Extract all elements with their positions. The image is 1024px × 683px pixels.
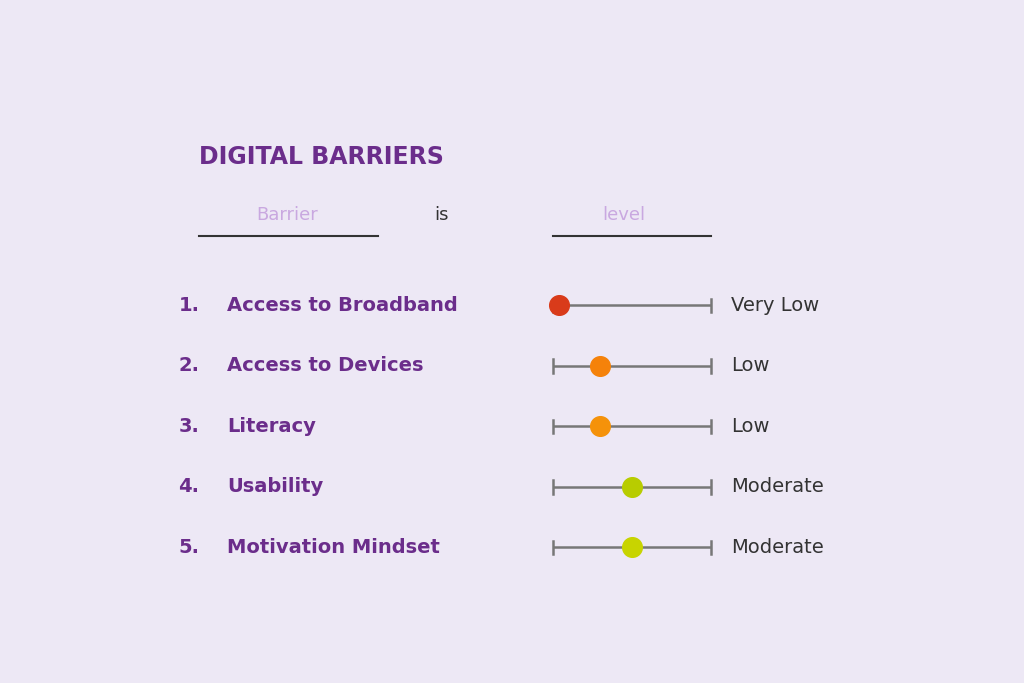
Text: 4.: 4.: [178, 477, 200, 497]
Point: [624, 482, 640, 492]
Text: 5.: 5.: [178, 538, 200, 557]
Text: Very Low: Very Low: [731, 296, 819, 315]
Text: Access to Broadband: Access to Broadband: [227, 296, 458, 315]
Text: Usability: Usability: [227, 477, 324, 497]
Text: Moderate: Moderate: [731, 477, 824, 497]
Text: Barrier: Barrier: [256, 206, 317, 224]
Text: is: is: [434, 206, 449, 224]
Text: Motivation Mindset: Motivation Mindset: [227, 538, 440, 557]
Text: 2.: 2.: [178, 357, 200, 376]
Text: Low: Low: [731, 357, 770, 376]
Text: 1.: 1.: [178, 296, 200, 315]
Text: Low: Low: [731, 417, 770, 436]
Text: Literacy: Literacy: [227, 417, 316, 436]
Text: level: level: [602, 206, 645, 224]
Point: [592, 361, 608, 372]
Text: Access to Devices: Access to Devices: [227, 357, 424, 376]
Text: 3.: 3.: [178, 417, 200, 436]
Point: [592, 421, 608, 432]
Point: [551, 300, 567, 311]
Text: DIGITAL BARRIERS: DIGITAL BARRIERS: [200, 145, 444, 169]
Point: [624, 542, 640, 553]
Text: Moderate: Moderate: [731, 538, 824, 557]
